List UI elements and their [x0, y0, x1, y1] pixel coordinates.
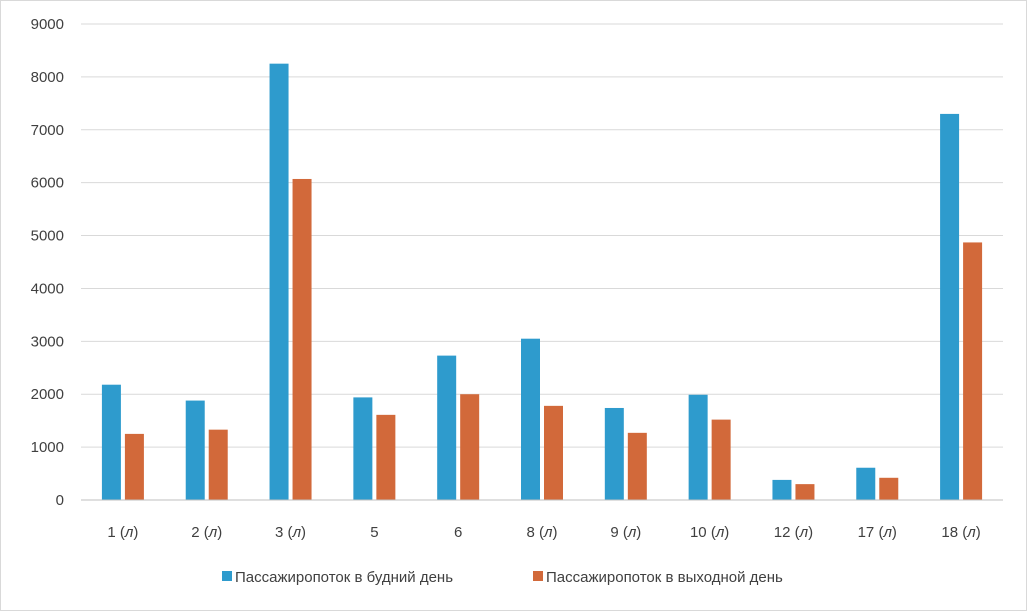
x-axis-ticks: 1 (л) 2 (л) 3 (л) 5 6 8 (л) 9 (л) 10 (л) 12 (л) 1… — [107, 524, 980, 541]
bar-weekend — [208, 429, 228, 500]
y-axis-ticks: 0 1000 2000 3000 4000 5000 6000 7000 8000 9000 — [31, 16, 64, 509]
x-tick-paren: ( — [707, 524, 716, 541]
x-tick-label: 2 (л) — [191, 524, 222, 541]
legend-swatch — [533, 571, 543, 581]
bar-weekday — [688, 394, 708, 500]
x-tick-main: 3 — [275, 524, 283, 541]
x-tick-paren: ( — [619, 524, 628, 541]
x-tick-paren: ) — [976, 524, 981, 541]
x-tick-paren: ) — [217, 524, 222, 541]
x-tick-paren: ( — [958, 524, 967, 541]
x-tick-main: 1 — [107, 524, 115, 541]
bar-weekend — [879, 477, 899, 500]
bar-weekday — [101, 384, 121, 500]
x-tick-main: 5 — [370, 524, 378, 541]
bar-weekend — [711, 419, 731, 500]
bar-weekday — [604, 407, 624, 500]
x-tick-paren: ( — [874, 524, 883, 541]
x-tick-main: 10 — [690, 524, 707, 541]
y-tick-label: 3000 — [31, 333, 64, 350]
x-tick-main: 17 — [858, 524, 875, 541]
bar-weekend — [460, 394, 480, 500]
x-tick-paren: ) — [552, 524, 557, 541]
bar-weekend — [795, 484, 815, 500]
x-tick-main: 9 — [610, 524, 618, 541]
bar-weekday — [940, 113, 960, 501]
x-tick-suffix: л — [627, 524, 637, 541]
bar-weekend — [376, 414, 396, 500]
x-tick-suffix: л — [292, 524, 302, 541]
x-tick-label: 1 (л) — [107, 524, 138, 541]
x-tick-paren: ) — [724, 524, 729, 541]
gridlines — [81, 23, 1003, 448]
bar-weekday — [185, 400, 205, 500]
x-tick-paren: ) — [892, 524, 897, 541]
y-tick-label: 2000 — [31, 386, 64, 403]
bar-weekday — [353, 397, 373, 500]
x-tick-paren: ( — [535, 524, 544, 541]
x-tick-main: 6 — [454, 524, 462, 541]
x-tick-suffix: л — [208, 524, 218, 541]
bar-weekend — [544, 405, 563, 500]
y-tick-label: 4000 — [31, 280, 64, 297]
x-tick-label: 3 (л) — [275, 524, 306, 541]
x-tick-label: 17 (л) — [858, 524, 897, 541]
bar-weekday — [521, 338, 540, 500]
bar-weekend — [124, 433, 144, 500]
x-tick-main: 2 — [191, 524, 199, 541]
bar-weekend — [963, 242, 983, 501]
x-tick-suffix: л — [715, 524, 725, 541]
legend-label: Пассажиропоток в будний день — [235, 569, 453, 586]
y-tick-label: 7000 — [31, 122, 64, 139]
x-tick-main: 12 — [774, 524, 791, 541]
x-tick-main: 18 — [941, 524, 958, 541]
bar-weekday — [269, 63, 289, 501]
y-tick-label: 9000 — [31, 16, 64, 33]
legend-item-weekend: Пассажиропоток в выходной день — [533, 569, 783, 586]
bar-weekend — [627, 432, 647, 500]
x-tick-label: 18 (л) — [941, 524, 980, 541]
x-tick-label: 12 (л) — [774, 524, 813, 541]
x-tick-paren: ) — [301, 524, 306, 541]
bar-weekday — [437, 355, 457, 500]
x-tick-suffix: л — [543, 524, 553, 541]
x-tick-paren: ) — [133, 524, 138, 541]
x-tick-paren: ( — [283, 524, 292, 541]
x-tick-paren: ( — [790, 524, 799, 541]
x-tick-paren: ( — [116, 524, 125, 541]
legend-item-weekday: Пассажиропоток в будний день — [222, 569, 453, 586]
x-tick-label: 6 — [454, 524, 462, 541]
y-tick-label: 8000 — [31, 69, 64, 86]
legend-swatch — [222, 571, 232, 581]
legend: Пассажиропоток в будний день Пассажиропот… — [222, 569, 783, 586]
y-tick-label: 5000 — [31, 228, 64, 245]
legend-label: Пассажиропоток в выходной день — [546, 569, 783, 586]
x-tick-suffix: л — [799, 524, 809, 541]
bars — [101, 63, 983, 501]
bar-weekday — [772, 479, 792, 500]
x-tick-suffix: л — [882, 524, 892, 541]
bar-weekday — [856, 467, 876, 500]
y-tick-label: 0 — [56, 492, 64, 509]
x-tick-paren: ) — [636, 524, 641, 541]
x-tick-paren: ( — [200, 524, 209, 541]
x-tick-suffix: л — [966, 524, 976, 541]
x-tick-paren: ) — [808, 524, 813, 541]
x-tick-label: 8 (л) — [527, 524, 558, 541]
x-tick-main: 8 — [527, 524, 535, 541]
x-tick-label: 9 (л) — [610, 524, 641, 541]
x-tick-suffix: л — [124, 524, 134, 541]
x-tick-label: 5 — [370, 524, 378, 541]
y-tick-label: 1000 — [31, 439, 64, 456]
x-tick-label: 10 (л) — [690, 524, 729, 541]
y-tick-label: 6000 — [31, 175, 64, 192]
bar-weekend — [292, 178, 312, 500]
